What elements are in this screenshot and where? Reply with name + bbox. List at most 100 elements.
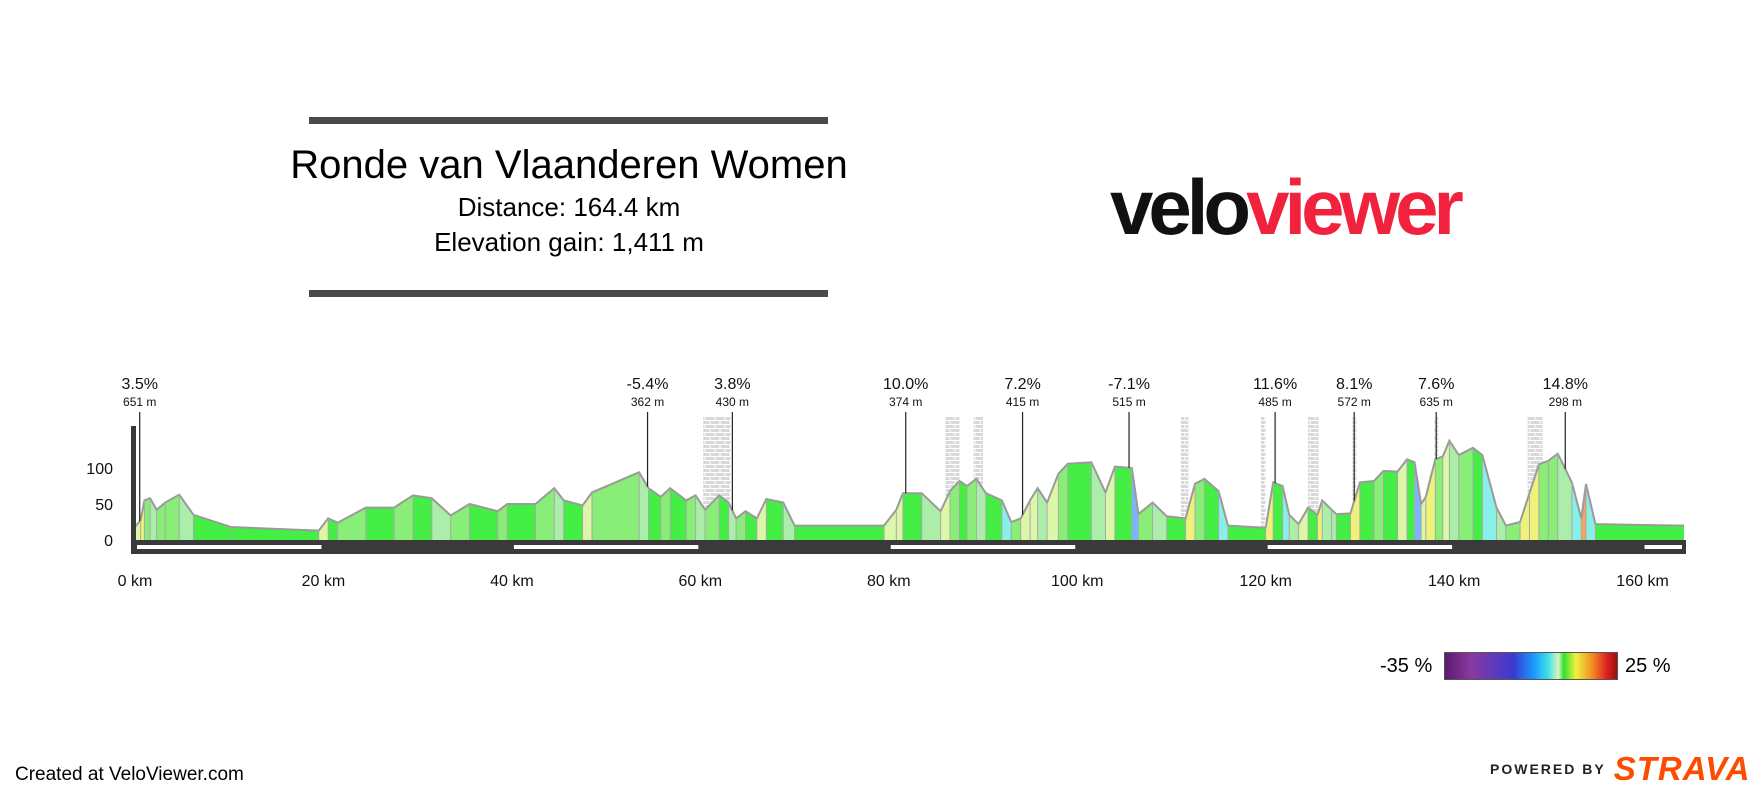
climb-gradient-8: 7.6%	[1418, 376, 1454, 393]
elevation-profile-chart: 0 50 100 0 km 20 km 40 km 60 km 80 km 100 km 120 …	[86, 376, 1686, 590]
x-tick-label-20: 20 km	[302, 573, 346, 590]
x-tick-label-140: 140 km	[1428, 573, 1480, 590]
profile-segment-22	[563, 500, 583, 540]
climb-length-6: 485 m	[1258, 395, 1291, 409]
profile-segment-102	[1571, 482, 1582, 540]
climb-gradient-6: 11.6%	[1253, 376, 1297, 393]
climb-length-3: 374 m	[889, 395, 922, 409]
climb-gradient-7: 8.1%	[1336, 376, 1372, 393]
gradient-legend-bar	[1444, 652, 1618, 680]
climb-length-9: 298 m	[1549, 395, 1582, 409]
powered-by-label: POWERED BY	[1490, 761, 1606, 777]
profile-segment-39	[794, 525, 885, 540]
profile-segment-40	[884, 509, 897, 540]
profile-segment-55	[1047, 473, 1059, 540]
x-tick-label-100: 100 km	[1051, 573, 1103, 590]
profile-segment-91	[1449, 440, 1459, 540]
profile-segment-86	[1414, 462, 1422, 540]
climb-length-8: 635 m	[1420, 395, 1453, 409]
profile-segment-87	[1421, 496, 1426, 540]
profile-segments	[134, 438, 1685, 540]
profile-segment-93	[1472, 447, 1483, 540]
profile-segment-44	[940, 491, 951, 540]
profile-segment-94	[1482, 455, 1497, 540]
axis-band-0	[137, 545, 322, 549]
profile-segment-82	[1374, 470, 1384, 540]
profile-segment-19	[507, 504, 536, 540]
logo-part-viewer: viewer	[1246, 163, 1464, 251]
profile-segment-5	[165, 494, 180, 540]
profile-segment-99	[1538, 460, 1549, 540]
profile-segment-53	[1030, 488, 1038, 540]
profile-segment-90	[1442, 440, 1450, 540]
climb-length-2: 430 m	[716, 395, 749, 409]
profile-segment-66	[1194, 478, 1205, 540]
axes: 0 50 100 0 km 20 km 40 km 60 km 80 km 100 km 120 …	[86, 426, 1686, 590]
profile-segment-96	[1505, 522, 1521, 540]
y-tick-label-50: 50	[95, 497, 113, 514]
profile-segment-25	[639, 472, 649, 540]
climb-length-4: 415 m	[1006, 395, 1039, 409]
profile-segment-72	[1282, 486, 1290, 540]
profile-segment-76	[1317, 500, 1323, 540]
profile-segment-37	[766, 498, 784, 540]
profile-segment-6	[179, 494, 194, 540]
profile-segment-28	[670, 488, 687, 540]
profile-segment-10	[328, 518, 338, 540]
veloviewer-logo: veloviewer	[1110, 162, 1464, 252]
profile-segment-13	[394, 495, 413, 540]
cobble-section-5	[1308, 416, 1319, 530]
profile-segment-51	[1011, 518, 1021, 540]
profile-segment-97	[1520, 493, 1530, 540]
profile-segment-80	[1350, 482, 1360, 540]
climb-gradient-3: 10.0%	[883, 376, 928, 393]
y-axis-bar	[131, 426, 136, 554]
profile-segment-42	[902, 493, 922, 540]
profile-segment-24	[591, 472, 640, 540]
x-tick-label-0: 0 km	[118, 573, 153, 590]
legend-max-label: 25 %	[1625, 655, 1671, 677]
profile-segment-50	[1001, 500, 1012, 540]
profile-segment-0	[135, 519, 141, 540]
profile-segment-47	[966, 478, 977, 540]
climb-length-0: 651 m	[123, 395, 156, 409]
profile-segment-88	[1425, 459, 1436, 540]
cobble-section-3	[1180, 416, 1189, 530]
profile-segment-46	[959, 480, 967, 540]
climb-labels: 3.5% 651 m -5.4% 362 m 3.8% 430 m 10.0% 374 m 7.…	[121, 376, 1588, 522]
axis-band-80	[890, 545, 1076, 549]
profile-segment-23	[582, 492, 592, 540]
profile-segment-12	[365, 507, 395, 540]
profile-segment-34	[736, 511, 746, 540]
profile-segment-57	[1067, 462, 1092, 540]
climb-gradient-1: -5.4%	[627, 376, 669, 393]
profile-segment-77	[1322, 500, 1332, 540]
axis-band-40	[513, 545, 699, 549]
y-tick-label-0: 0	[104, 533, 113, 550]
profile-segment-49	[985, 493, 1002, 540]
cobble-section-4	[1260, 416, 1266, 530]
logo-part-velo: velo	[1110, 163, 1251, 251]
distance-label: Distance: 164.4 km	[457, 192, 681, 222]
profile-segment-85	[1406, 459, 1415, 540]
climb-length-1: 362 m	[631, 395, 664, 409]
profile-segment-75	[1308, 507, 1318, 540]
profile-segment-69	[1227, 525, 1266, 540]
strava-logo: STRAVA	[1613, 750, 1751, 787]
created-at-link[interactable]: Created at VeloViewer.com	[15, 764, 244, 785]
climb-gradient-9: 14.8%	[1543, 376, 1588, 393]
profile-segment-105	[1595, 524, 1684, 540]
climb-gradient-0: 3.5%	[121, 376, 157, 393]
y-tick-label-100: 100	[86, 461, 113, 478]
x-tick-label-160: 160 km	[1616, 573, 1668, 590]
profile-segment-56	[1058, 463, 1068, 540]
legend-min-label: -35 %	[1380, 655, 1433, 677]
profile-segment-11	[337, 507, 366, 540]
x-tick-label-40: 40 km	[490, 573, 534, 590]
profile-segment-32	[719, 495, 729, 540]
profile-segment-60	[1114, 466, 1132, 540]
profile-segment-92	[1458, 447, 1473, 540]
profile-segment-74	[1298, 507, 1309, 540]
climb-length-7: 572 m	[1338, 395, 1371, 409]
profile-segment-48	[976, 478, 986, 540]
